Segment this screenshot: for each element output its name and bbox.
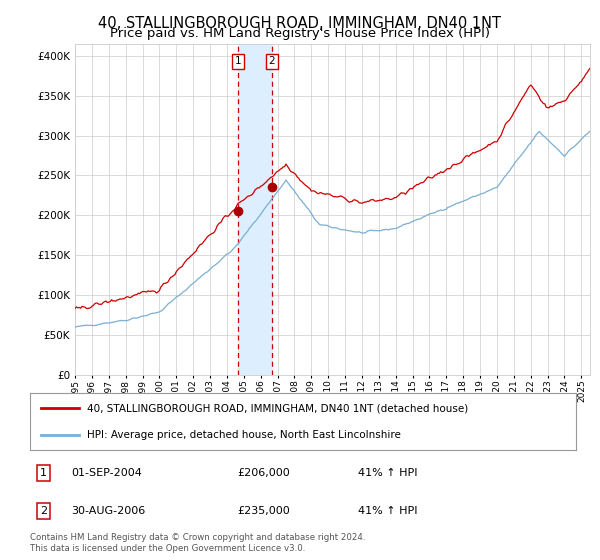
Text: £206,000: £206,000 — [238, 468, 290, 478]
Text: 1: 1 — [40, 468, 47, 478]
Text: 1: 1 — [235, 56, 242, 66]
Text: Contains HM Land Registry data © Crown copyright and database right 2024.
This d: Contains HM Land Registry data © Crown c… — [30, 533, 365, 553]
Text: 41% ↑ HPI: 41% ↑ HPI — [358, 468, 417, 478]
Text: 01-SEP-2004: 01-SEP-2004 — [71, 468, 142, 478]
Text: 40, STALLINGBOROUGH ROAD, IMMINGHAM, DN40 1NT (detached house): 40, STALLINGBOROUGH ROAD, IMMINGHAM, DN4… — [88, 403, 469, 413]
Text: £235,000: £235,000 — [238, 506, 290, 516]
Text: Price paid vs. HM Land Registry's House Price Index (HPI): Price paid vs. HM Land Registry's House … — [110, 27, 490, 40]
Bar — [238, 44, 272, 375]
Text: 41% ↑ HPI: 41% ↑ HPI — [358, 506, 417, 516]
Text: 30-AUG-2006: 30-AUG-2006 — [71, 506, 145, 516]
Text: 2: 2 — [40, 506, 47, 516]
Text: HPI: Average price, detached house, North East Lincolnshire: HPI: Average price, detached house, Nort… — [88, 430, 401, 440]
Text: 2: 2 — [268, 56, 275, 66]
Text: 40, STALLINGBOROUGH ROAD, IMMINGHAM, DN40 1NT: 40, STALLINGBOROUGH ROAD, IMMINGHAM, DN4… — [98, 16, 502, 31]
